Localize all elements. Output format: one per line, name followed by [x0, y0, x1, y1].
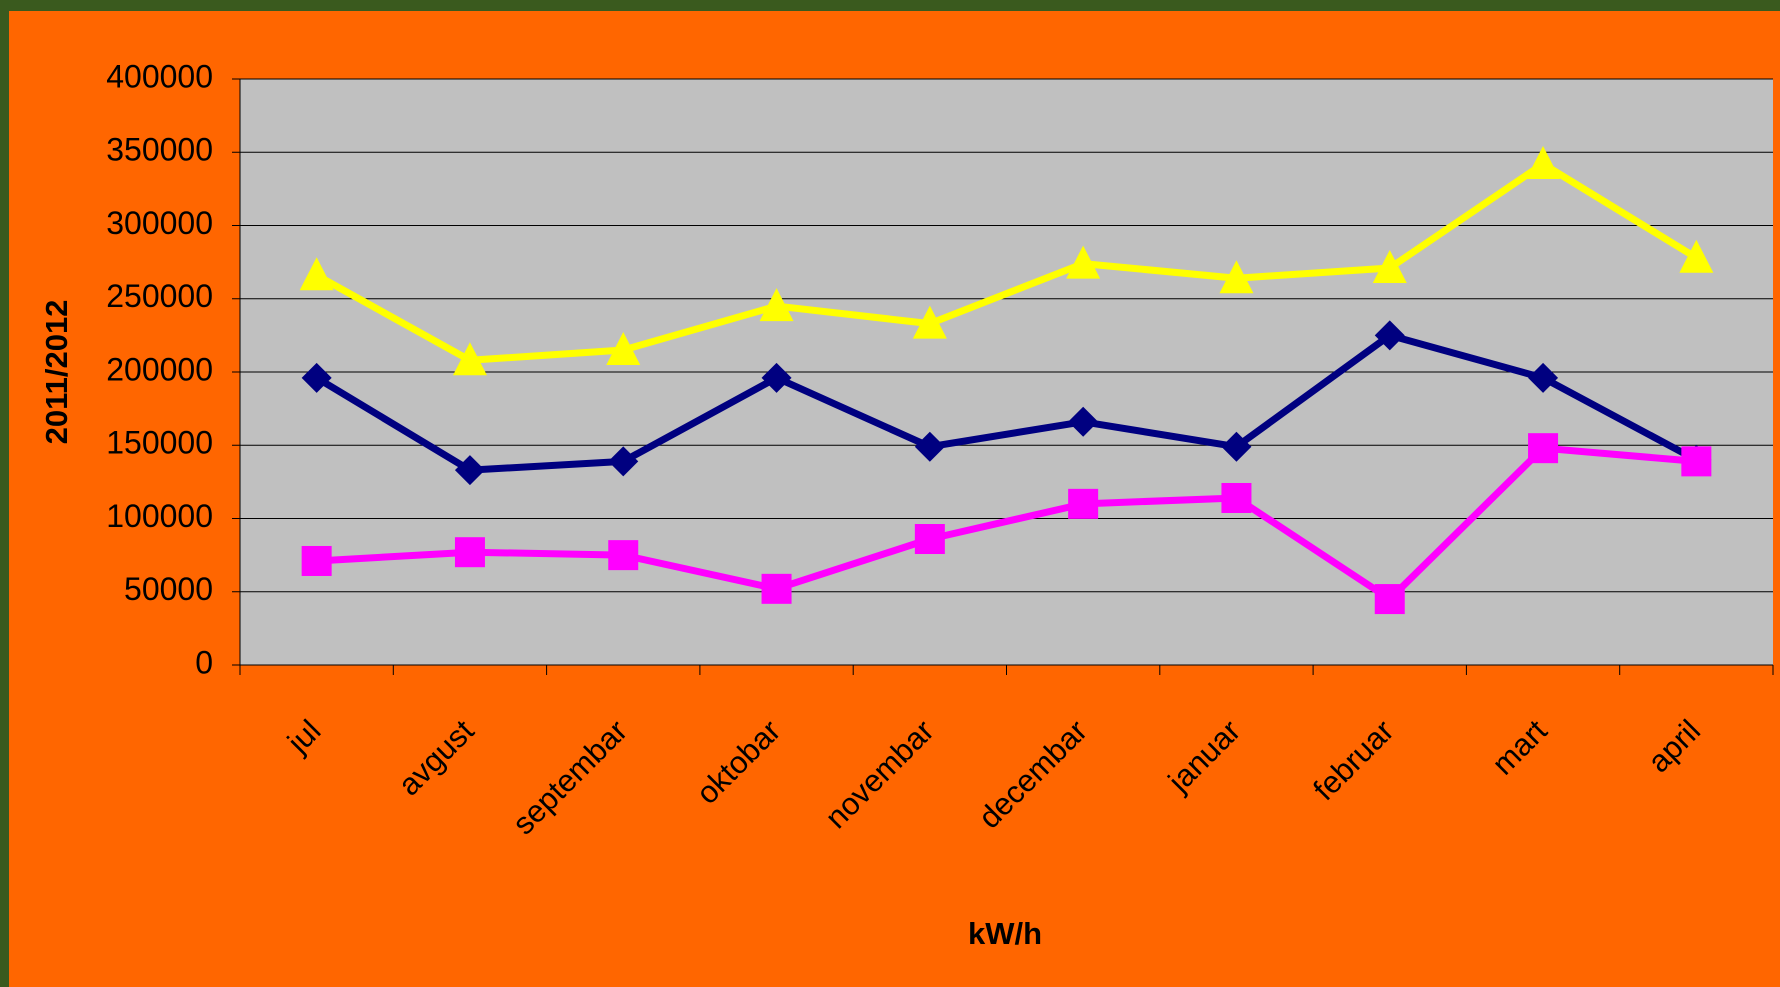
point-marker [912, 305, 947, 339]
point-marker [1219, 260, 1254, 294]
y-axis-label: 2011/2012 [39, 300, 74, 445]
point-marker [1681, 446, 1712, 477]
point-marker [1526, 145, 1561, 179]
point-marker [454, 537, 485, 568]
point-marker [301, 362, 332, 393]
point-marker [606, 332, 641, 366]
y-tick-label: 150000 [106, 425, 213, 461]
point-marker [1068, 406, 1099, 437]
y-tick-label: 400000 [106, 58, 213, 94]
point-marker [761, 362, 792, 393]
y-tick-label: 0 [195, 644, 213, 680]
point-marker [914, 524, 945, 555]
point-marker [761, 573, 792, 604]
series-line [314, 331, 1699, 474]
point-marker [1374, 320, 1405, 351]
series-line [316, 444, 1697, 603]
point-marker [1221, 482, 1252, 513]
point-marker [1068, 488, 1099, 519]
point-marker [1679, 239, 1714, 273]
y-tick-label: 100000 [106, 498, 213, 534]
point-marker [454, 455, 485, 486]
y-tick-label: 50000 [124, 571, 213, 607]
point-marker [1528, 433, 1559, 464]
point-marker [452, 342, 487, 376]
y-tick-label: 350000 [106, 132, 213, 168]
y-tick-label: 200000 [106, 351, 213, 387]
point-marker [1372, 249, 1407, 283]
series-line [314, 160, 1699, 364]
point-marker [1374, 584, 1405, 615]
point-marker [914, 431, 945, 462]
point-marker [608, 540, 639, 571]
point-marker [1066, 245, 1101, 279]
point-marker [1528, 362, 1559, 393]
y-tick-label: 300000 [106, 205, 213, 241]
point-marker [608, 446, 639, 477]
point-marker [1221, 431, 1252, 462]
point-marker [759, 288, 794, 322]
point-marker [299, 257, 334, 291]
point-marker [301, 545, 332, 576]
y-tick-label: 250000 [106, 278, 213, 314]
x-axis-label: kW/h [968, 916, 1042, 951]
